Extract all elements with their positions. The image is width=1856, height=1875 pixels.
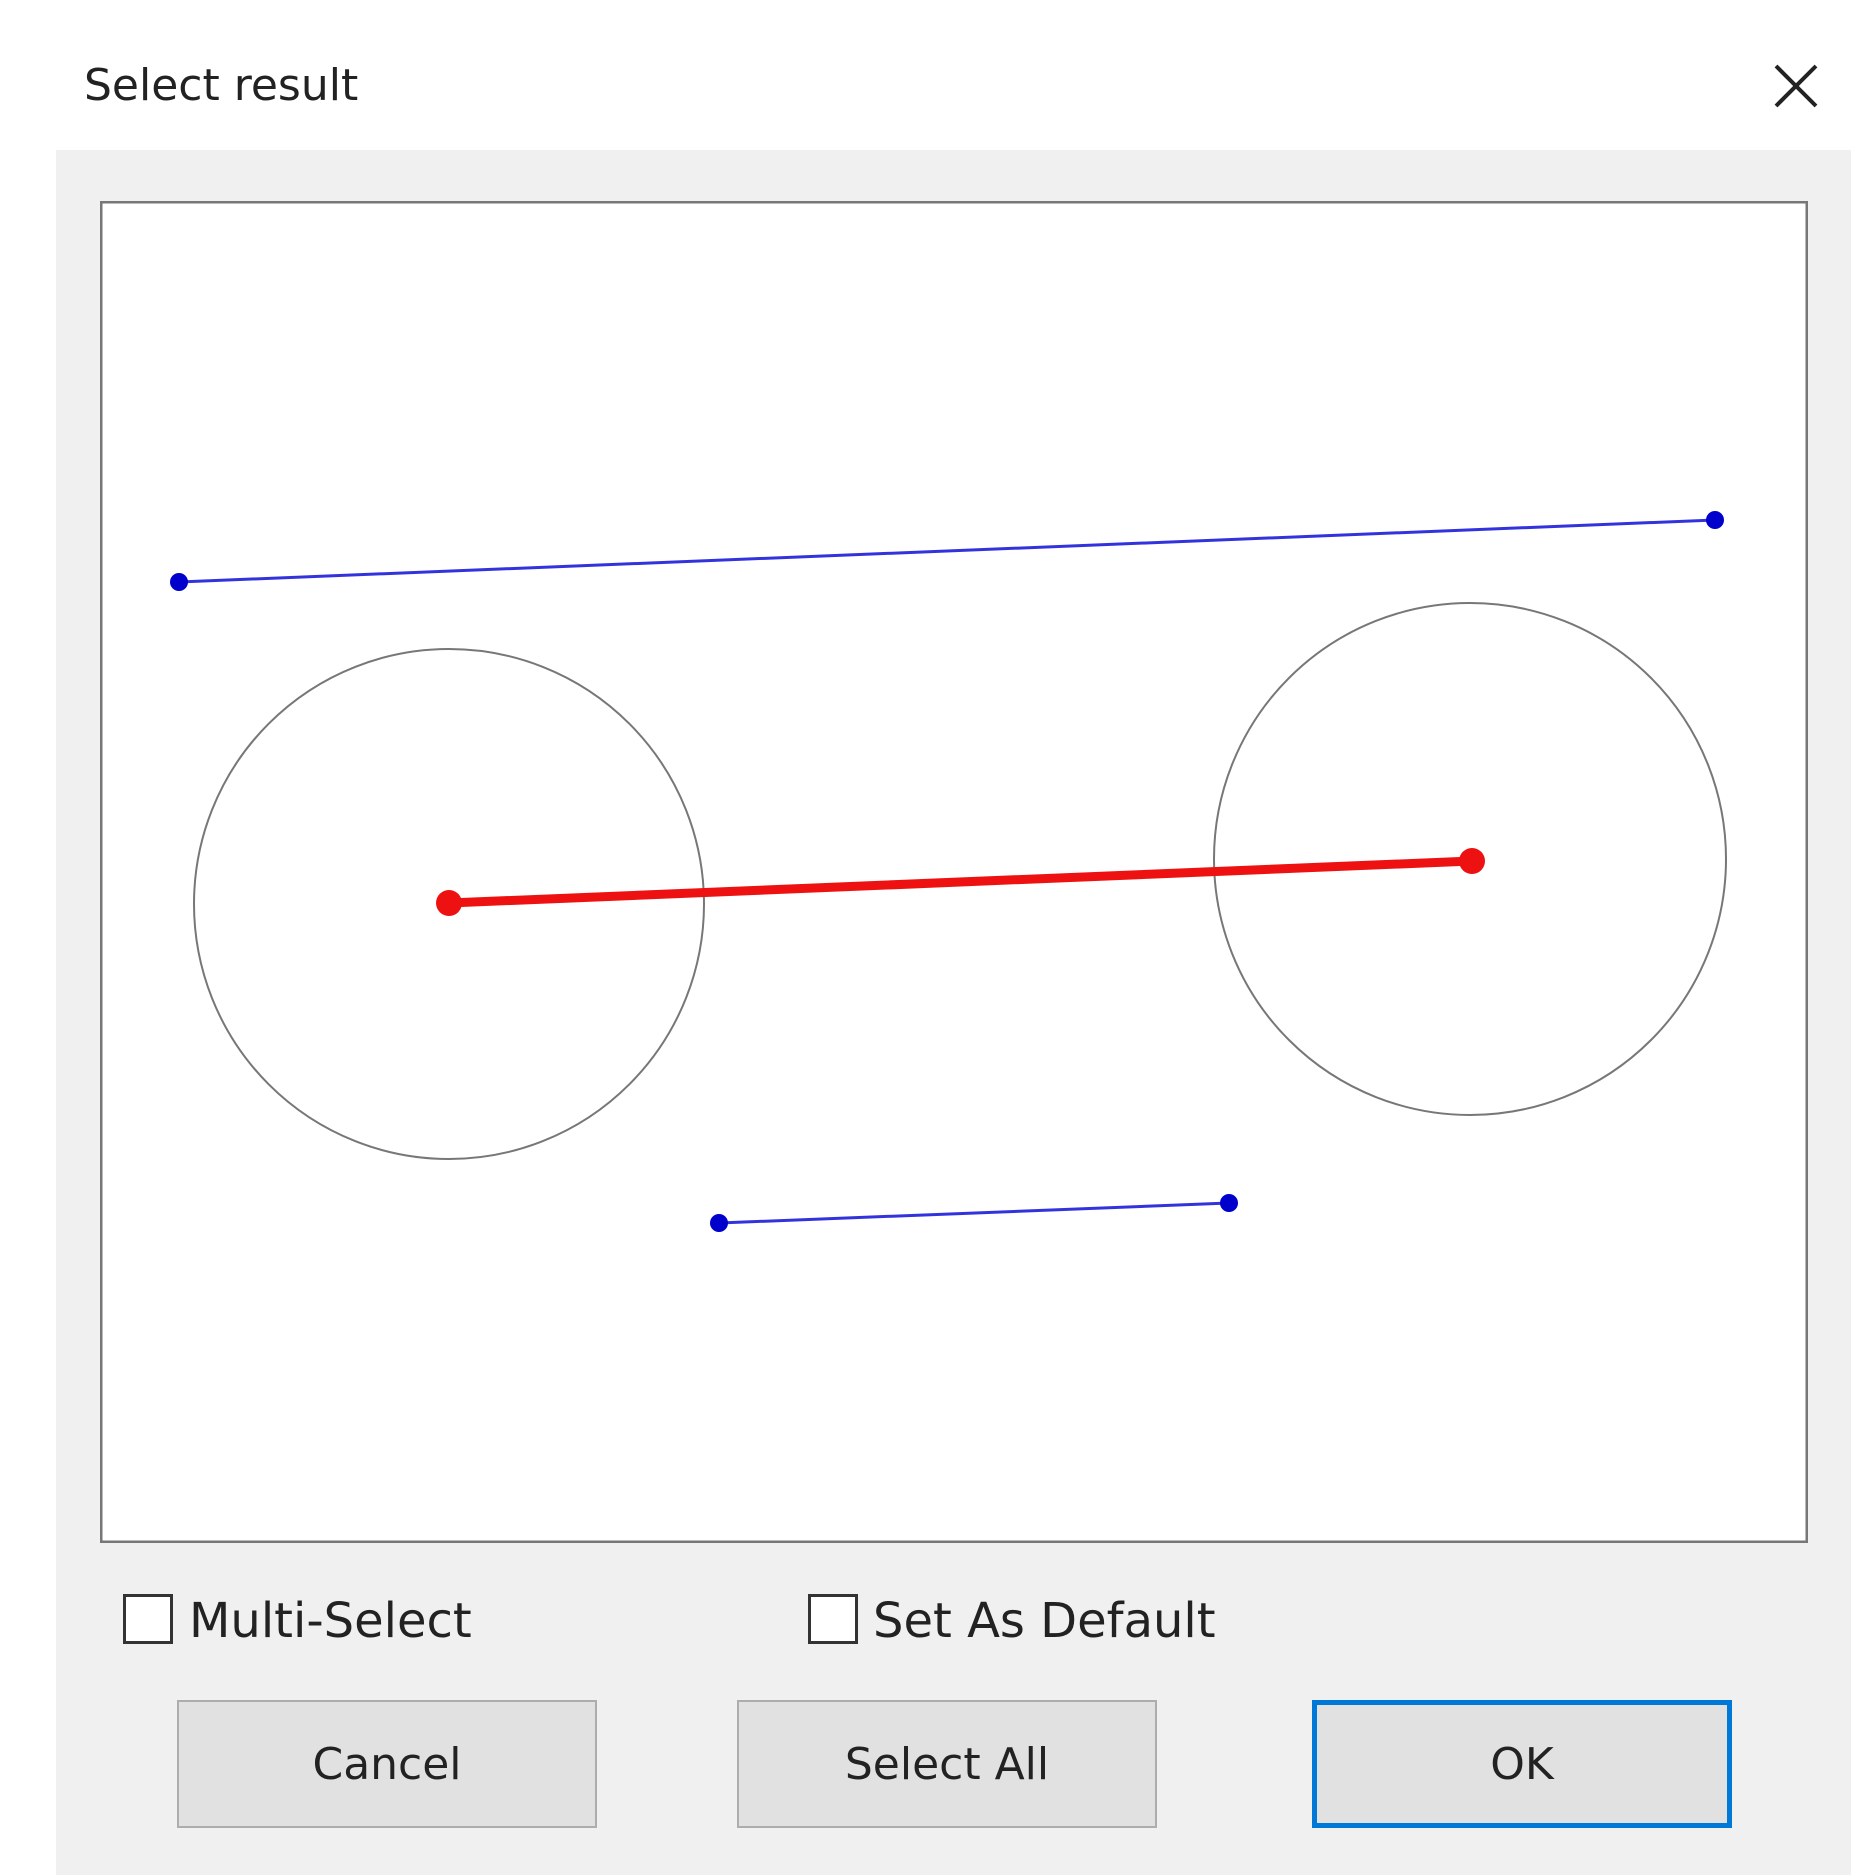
checkbox-label[interactable]: Set As Default (873, 1593, 1216, 1649)
endpoint (436, 890, 462, 916)
circle[interactable] (1213, 602, 1727, 1116)
endpoint (1220, 1194, 1238, 1212)
dialog-title: Select result (84, 60, 359, 111)
canvas-frame (100, 201, 1808, 1543)
cancel-button[interactable]: Cancel (177, 1700, 597, 1828)
preview-canvas[interactable] (100, 201, 1808, 1543)
blue-line[interactable] (178, 518, 1716, 584)
endpoint (1706, 511, 1724, 529)
endpoint (170, 573, 188, 591)
close-icon (1774, 64, 1818, 108)
checkbox-label[interactable]: Multi-Select (189, 1593, 472, 1649)
endpoint (710, 1214, 728, 1232)
blue-line[interactable] (718, 1201, 1230, 1225)
red-line[interactable] (448, 856, 1473, 908)
endpoint (1459, 848, 1485, 874)
ok-button[interactable]: OK (1312, 1700, 1732, 1828)
select-all-button[interactable]: Select All (737, 1700, 1157, 1828)
checkbox[interactable] (123, 1594, 173, 1644)
close-button[interactable] (1770, 60, 1822, 112)
circle[interactable] (193, 648, 705, 1160)
checkbox[interactable] (808, 1594, 858, 1644)
